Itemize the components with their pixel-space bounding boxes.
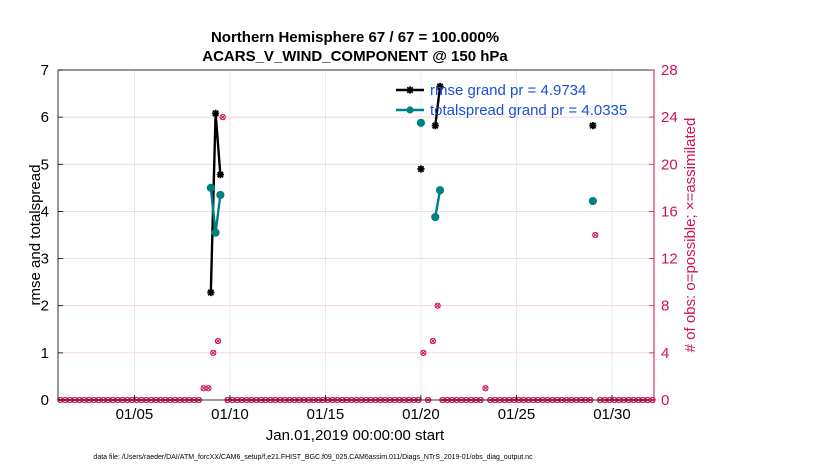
- series-layer: [206, 82, 597, 297]
- rmse-point: [436, 82, 444, 91]
- rmse-marker: [431, 122, 439, 130]
- totalspread-point: [431, 212, 440, 222]
- obs-possible-marker: [219, 114, 226, 121]
- obs-assimilated-marker: [592, 232, 598, 238]
- plot-frame: [57, 69, 655, 401]
- totalspread-line: [434, 190, 442, 218]
- rmse-marker: [436, 82, 444, 91]
- y-left-tick-label: 6: [41, 109, 49, 126]
- legend-marker: [406, 106, 414, 114]
- obs-assimilated-marker: [215, 338, 221, 344]
- rmse-marker: [207, 288, 215, 297]
- obs-possible-marker: [434, 302, 441, 309]
- totalspread-point: [206, 183, 215, 192]
- x-tick-label: 01/10: [211, 406, 249, 423]
- obs-assimilated-marker: [430, 338, 436, 344]
- rmse-point: [406, 86, 414, 94]
- legend-label: totalspread grand pr = 4.0335: [430, 102, 627, 119]
- obs-possible-marker: [592, 231, 599, 239]
- y-left-tick-label: 4: [41, 203, 49, 220]
- rmse-point: [417, 165, 425, 173]
- y-right-tick-label: 12: [661, 251, 678, 268]
- totalspread-point: [216, 190, 225, 200]
- obs-assimilated-marker: [210, 350, 216, 356]
- obs-possible-marker: [429, 337, 436, 345]
- rmse-marker: [589, 122, 597, 130]
- obs-assimilated-marker: [420, 350, 426, 356]
- rmse-marker: [406, 86, 414, 94]
- y-axis-left: 0 1 2 3 4 5 6 7: [41, 62, 63, 409]
- rmse-point: [589, 122, 597, 130]
- x-tick-label: 01/15: [307, 406, 345, 423]
- x-axis-label: Jan.01,2019 00:00:00 start: [266, 427, 445, 444]
- obs-possible-marker: [210, 349, 217, 356]
- y-left-tick-label: 1: [41, 345, 49, 362]
- obs-possible-marker: [482, 385, 489, 392]
- y-right-tick-label: 4: [661, 345, 669, 362]
- x-tick-label: 01/05: [116, 406, 154, 423]
- totalspread-point: [416, 118, 426, 127]
- rmse-marker: [216, 171, 224, 179]
- y-left-tick-label: 2: [41, 298, 49, 315]
- chart-title: Northern Hemisphere 67 / 67 = 100.000%: [211, 29, 499, 46]
- obs-possible-marker: [214, 337, 222, 345]
- footnote: data file: /Users/raeder/DAI/ATM_forcXX/…: [93, 454, 533, 461]
- totalspread-point: [588, 196, 597, 206]
- obs-assimilated-marker: [201, 385, 207, 391]
- grid: [58, 69, 654, 400]
- legend-label: rmse grand pr = 4.9734: [430, 82, 586, 99]
- x-tick-label: 01/20: [402, 406, 440, 423]
- y-right-tick-label: 24: [661, 109, 678, 126]
- rmse-point: [207, 288, 215, 297]
- y-left-tick-label: 5: [41, 156, 49, 173]
- obs-assimilated-marker: [435, 303, 441, 309]
- x-tick-label: 01/25: [498, 406, 536, 423]
- y-left-tick-label: 7: [41, 62, 49, 79]
- y-right-tick-label: 20: [661, 156, 678, 173]
- rmse-point: [431, 122, 439, 130]
- rmse-line: [434, 86, 442, 126]
- totalspread-point: [435, 186, 445, 195]
- rmse-point: [216, 171, 224, 179]
- y-left-tick-label: 0: [41, 392, 49, 409]
- y-right-tick-label: 28: [661, 62, 678, 79]
- y-right-tick-label: 0: [661, 392, 669, 409]
- obs-assimilated-marker: [205, 385, 212, 391]
- y-axis-left-label: rmse and totalspread: [27, 165, 44, 306]
- obs-assimilated-marker: [482, 385, 489, 391]
- rmse-point: [211, 109, 220, 117]
- rmse-marker: [211, 109, 220, 117]
- obs-possible-marker: [420, 349, 427, 356]
- y-right-tick-label: 16: [661, 203, 678, 220]
- x-axis: 01/05 01/10 01/15 01/20 01/25 01/30: [116, 395, 631, 423]
- y-axis-right: 0 4 8 12 16 20 24 28: [649, 62, 678, 409]
- obs-possible-marker: [205, 385, 212, 392]
- y-left-tick-label: 3: [41, 251, 49, 268]
- rmse-marker: [417, 165, 425, 173]
- legend: rmse grand pr = 4.9734 totalspread grand …: [396, 82, 627, 119]
- totalspread-point: [211, 228, 220, 237]
- x-tick-label: 01/30: [593, 406, 631, 423]
- y-right-tick-label: 8: [661, 298, 669, 315]
- chart-subtitle: ACARS_V_WIND_COMPONENT @ 150 hPa: [202, 48, 508, 65]
- y-axis-right-label: # of obs: o=possible; ×=assimilated: [682, 118, 699, 353]
- obs-assimilated-marker: [220, 114, 226, 120]
